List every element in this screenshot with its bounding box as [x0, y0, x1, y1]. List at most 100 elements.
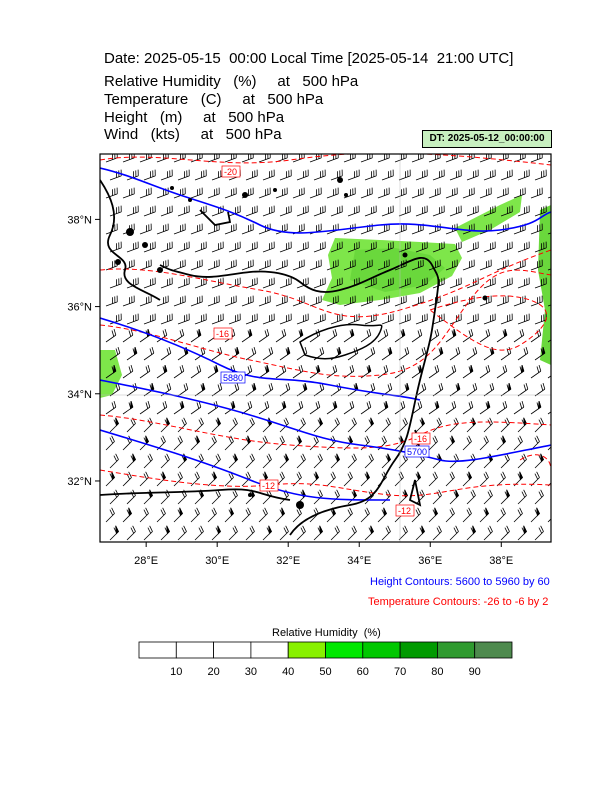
wind-barb: [415, 525, 425, 541]
wind-barb: [364, 313, 377, 325]
height-label-5880-text: 5880: [223, 373, 243, 383]
wind-barb: [445, 154, 458, 163]
wind-barb: [105, 154, 118, 163]
wind-barb: [177, 525, 187, 541]
wind-barb: [326, 328, 338, 343]
wind-barb: [500, 313, 513, 325]
wind-barb: [245, 241, 258, 253]
wind-barb: [228, 241, 241, 253]
wind-barb: [245, 169, 258, 181]
wind-barb: [292, 507, 302, 523]
wind-barb: [245, 453, 255, 469]
header-line-height: Height (m) at 500 hPa: [104, 109, 285, 126]
wind-barb: [530, 223, 543, 235]
wind-barb: [466, 241, 479, 253]
wind-barb: [500, 277, 513, 289]
wind-barb: [279, 313, 292, 325]
wind-barb: [309, 507, 319, 523]
wind-barb: [139, 187, 152, 199]
map-axes: 38°N 36°N 34°N 32°N 28°E 30°E 32°E 34°E 36°E 38°E: [67, 214, 513, 567]
wind-barb: [105, 400, 117, 415]
wind-barb: [173, 259, 186, 271]
wind-barb: [466, 417, 476, 433]
wind-barb: [479, 435, 489, 451]
wind-barb: [466, 346, 478, 361]
wind-barb: [207, 507, 217, 523]
wind-barb: [241, 507, 251, 523]
wind-barb: [466, 313, 479, 325]
wind-barb: [228, 453, 238, 469]
wind-barb: [394, 223, 407, 235]
contour-labels: 5880 5700 -20 -16 -12 -16 -12: [213, 165, 431, 517]
wind-barb: [449, 525, 459, 541]
wind-barb: [500, 205, 513, 217]
legend-swatch: [175, 641, 215, 659]
wind-barb: [156, 471, 166, 487]
wind-barb: [364, 453, 374, 469]
wind-barb: [547, 229, 551, 235]
wind-barb: [228, 313, 241, 325]
wind-barb: [190, 295, 203, 307]
header-line-humidity: Relative Humidity (%) at 500 hPa: [104, 73, 359, 90]
wind-barb: [462, 364, 474, 379]
wind-barb: [177, 313, 190, 325]
wind-barb: [177, 169, 190, 181]
wind-barb: [381, 453, 391, 469]
wind-barb: [466, 205, 479, 217]
wind-barb: [534, 417, 544, 433]
wind-barb: [194, 382, 206, 397]
wind-barb: [445, 187, 458, 199]
wind-barb: [224, 223, 237, 235]
wind-barb: [160, 313, 173, 325]
wind-barb: [228, 489, 238, 505]
wind-barb: [262, 453, 272, 469]
wind-barb: [445, 328, 457, 343]
wind-barb: [105, 435, 115, 451]
wind-barb: [296, 525, 306, 541]
wind-barb: [381, 205, 394, 217]
wind-barb: [347, 313, 360, 325]
map-frame: [99, 153, 552, 543]
wind-barb: [190, 507, 200, 523]
wind-barb: [207, 187, 220, 199]
legend-label: 90: [469, 666, 481, 678]
wind-barb: [483, 277, 496, 289]
wind-barb: [547, 441, 551, 451]
wind-barb: [275, 328, 287, 343]
lon-tick-label: 38°E: [489, 555, 513, 567]
wind-barb: [343, 154, 356, 163]
wind-barb: [207, 471, 217, 487]
wind-barb: [530, 295, 543, 307]
wind-barb: [211, 489, 221, 505]
wind-barb: [445, 435, 455, 451]
wind-barb: [548, 526, 562, 540]
wind-barb: [241, 295, 254, 307]
wind-barb: [534, 346, 546, 361]
wind-barb: [449, 382, 461, 397]
wind-barb: [241, 154, 254, 163]
wind-barb: [279, 169, 292, 181]
wind-barb: [313, 277, 326, 289]
wind-barb: [313, 313, 326, 325]
wind-barb: [550, 278, 565, 288]
temp-label-minus12-a-text: -12: [262, 481, 275, 491]
wind-barb: [194, 525, 204, 541]
wind-barb: [173, 328, 185, 343]
wind-barb: [449, 169, 462, 181]
wind-barb: [381, 346, 393, 361]
wind-barb: [279, 277, 292, 289]
wind-barb: [347, 417, 357, 433]
wind-barb: [483, 313, 496, 325]
wind-barb: [190, 364, 202, 379]
wind-barb: [479, 400, 491, 415]
wind-barb: [326, 295, 339, 307]
humidity-legend: 10 20 30 40 50 60 70 80 90: [138, 641, 513, 678]
legend-swatch: [250, 641, 289, 659]
wind-barb: [109, 489, 119, 505]
wind-barb: [207, 435, 217, 451]
wind-barb: [347, 241, 360, 253]
wind-barb: [160, 417, 170, 433]
wind-barb: [296, 453, 306, 469]
legend-swatch: [287, 641, 326, 659]
